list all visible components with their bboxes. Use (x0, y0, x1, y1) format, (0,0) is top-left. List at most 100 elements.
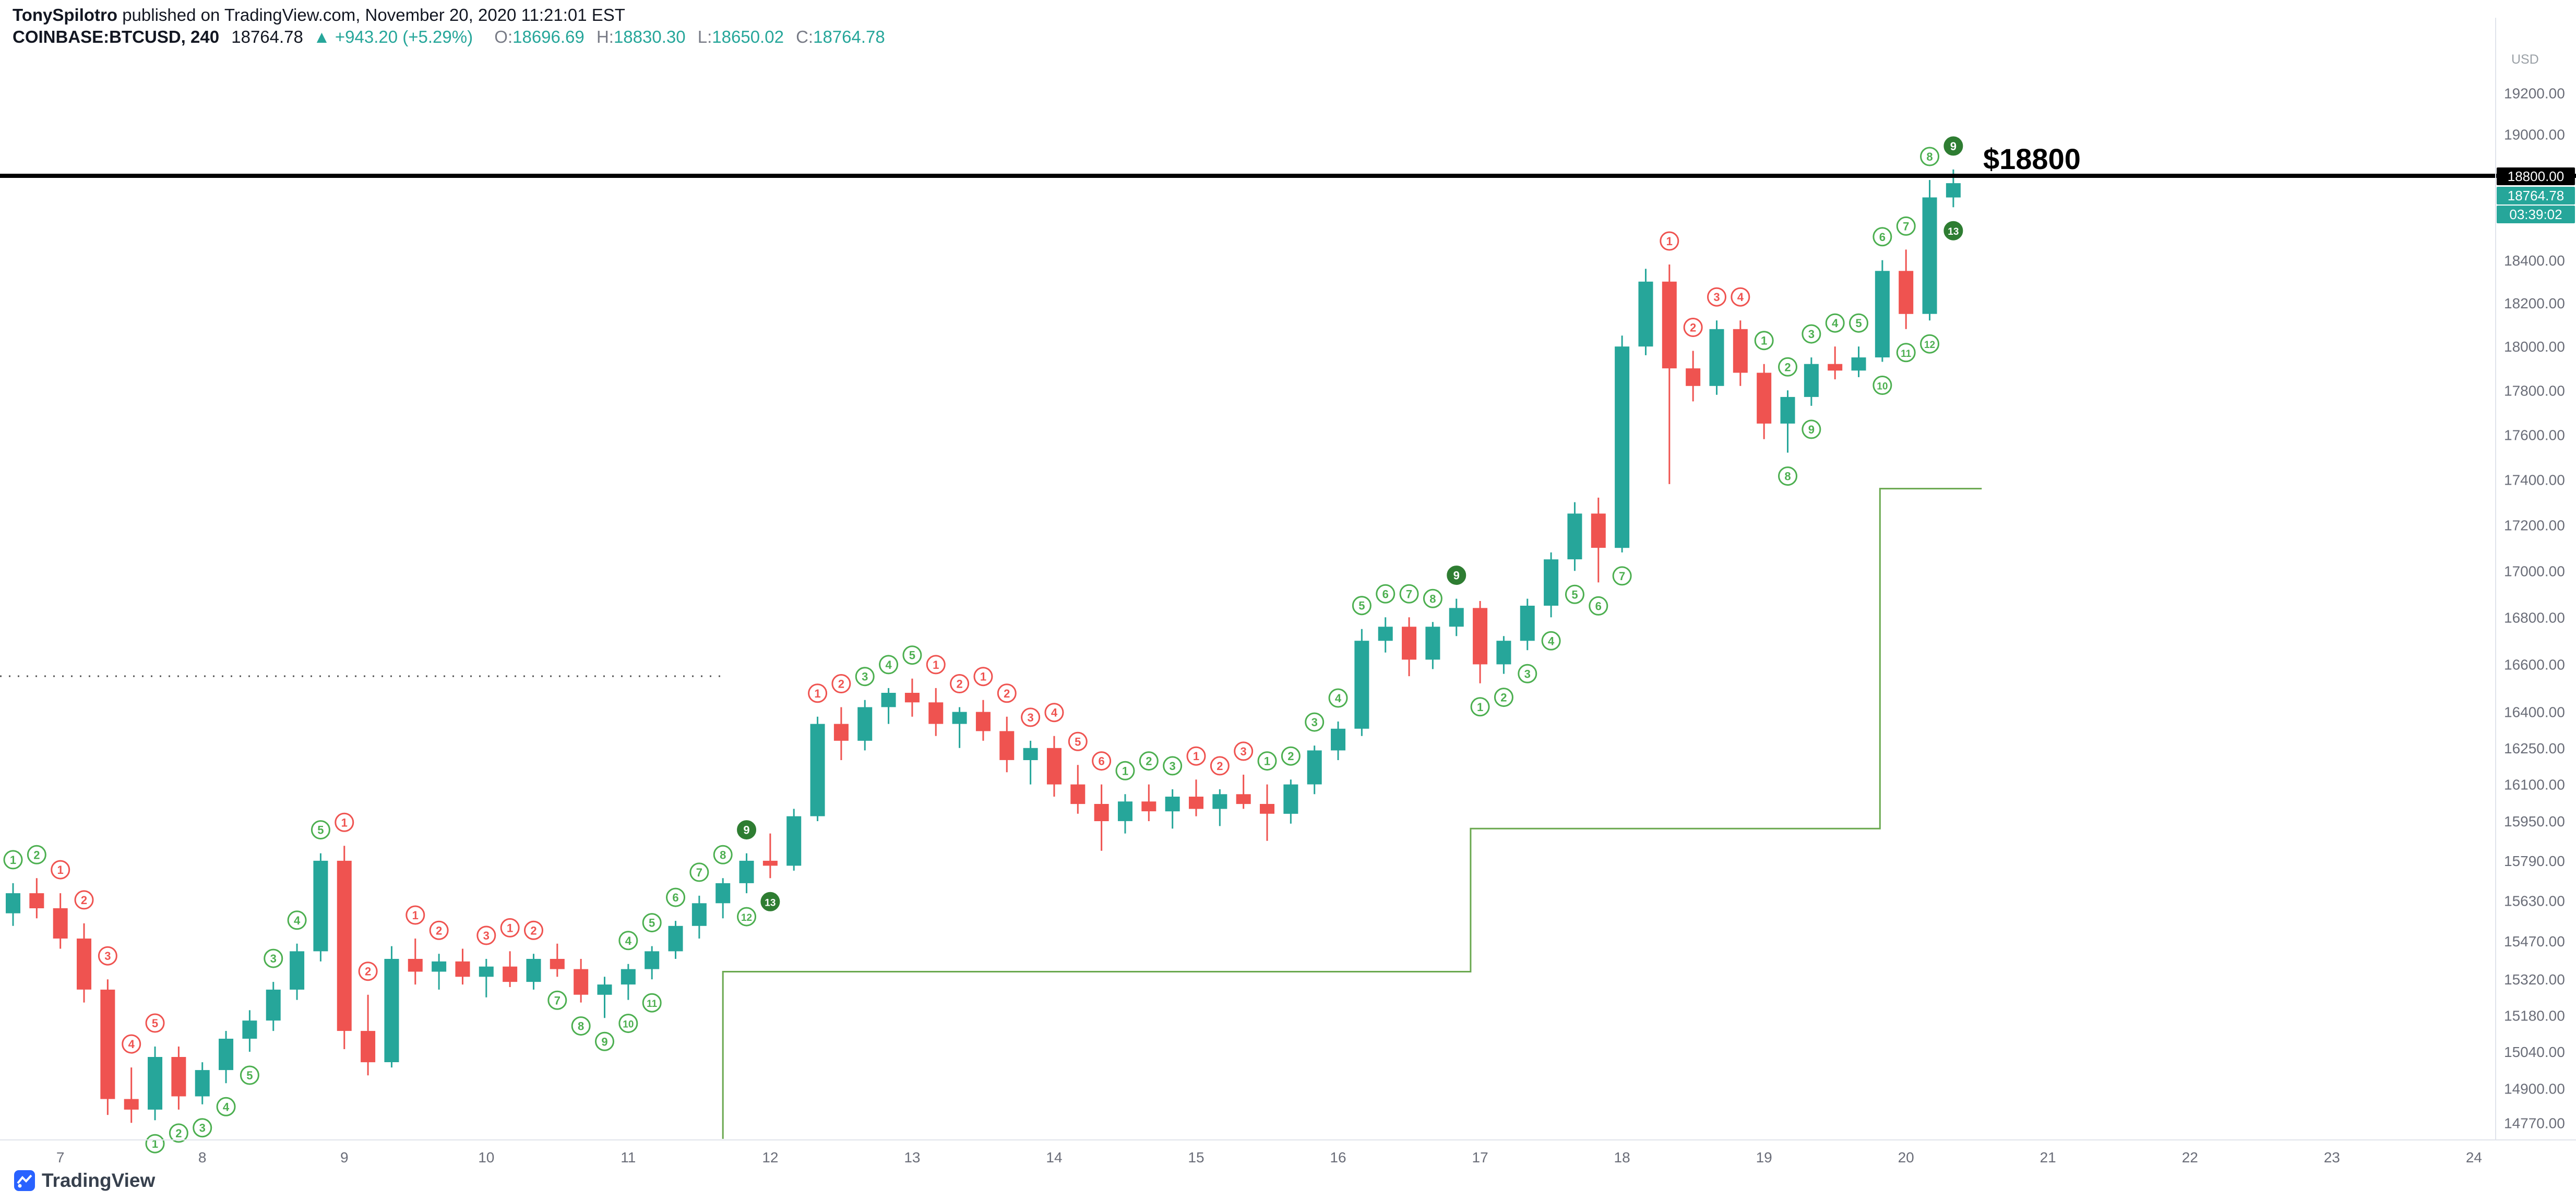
svg-text:16800.00: 16800.00 (2504, 609, 2565, 626)
svg-text:8: 8 (1926, 150, 1933, 163)
svg-text:4: 4 (625, 934, 632, 947)
svg-text:1: 1 (1761, 334, 1767, 347)
svg-text:9: 9 (340, 1149, 349, 1165)
svg-text:2: 2 (838, 678, 844, 691)
svg-text:12: 12 (741, 912, 752, 923)
svg-text:16: 16 (1330, 1149, 1346, 1165)
svg-text:15470.00: 15470.00 (2504, 933, 2565, 949)
svg-text:1: 1 (1666, 235, 1673, 248)
svg-text:18200.00: 18200.00 (2504, 295, 2565, 311)
svg-text:4: 4 (294, 914, 301, 927)
svg-text:15790.00: 15790.00 (2504, 853, 2565, 869)
svg-text:8: 8 (198, 1149, 207, 1165)
svg-text:1: 1 (814, 687, 820, 700)
td-stop-line (722, 488, 1982, 1139)
svg-text:9: 9 (1808, 423, 1815, 436)
svg-text:5: 5 (317, 824, 324, 837)
svg-text:13: 13 (904, 1149, 920, 1165)
svg-text:4: 4 (128, 1038, 135, 1051)
svg-text:14770.00: 14770.00 (2504, 1115, 2565, 1131)
svg-text:11: 11 (621, 1149, 636, 1165)
svg-text:5: 5 (909, 649, 915, 662)
svg-text:2: 2 (1500, 691, 1507, 704)
change-value: +943.20 (+5.29%) (335, 27, 473, 46)
svg-text:8: 8 (1429, 592, 1436, 605)
svg-text:3: 3 (1027, 711, 1033, 724)
svg-text:17200.00: 17200.00 (2504, 517, 2565, 533)
high-value: 18830.30 (613, 27, 686, 46)
currency-label[interactable]: USD (2511, 52, 2539, 67)
svg-text:2: 2 (436, 924, 442, 937)
svg-text:4: 4 (1548, 634, 1555, 647)
svg-text:19: 19 (1756, 1149, 1772, 1165)
svg-text:1: 1 (1264, 755, 1270, 768)
svg-text:17: 17 (1472, 1149, 1488, 1165)
svg-text:1: 1 (980, 670, 986, 683)
svg-text:2: 2 (1146, 755, 1152, 768)
svg-text:2: 2 (175, 1127, 182, 1140)
svg-text:22: 22 (2182, 1149, 2198, 1165)
svg-text:23: 23 (2324, 1149, 2340, 1165)
svg-text:8: 8 (720, 848, 726, 861)
svg-text:2: 2 (365, 965, 371, 978)
svg-text:14: 14 (1046, 1149, 1062, 1165)
author-name: TonySpilotro (13, 5, 118, 25)
svg-text:2: 2 (956, 678, 962, 691)
svg-text:4: 4 (1051, 706, 1058, 719)
symbol-header: COINBASE:BTCUSD, 240 18764.78 ▲ +943.20 … (13, 27, 885, 47)
svg-text:2: 2 (1690, 321, 1696, 334)
low-value: 18650.02 (712, 27, 784, 46)
svg-text:9: 9 (1950, 140, 1957, 153)
last-price: 18764.78 (231, 27, 303, 46)
up-arrow-icon: ▲ (313, 27, 330, 46)
svg-text:9: 9 (1453, 569, 1460, 582)
svg-text:9: 9 (743, 824, 749, 837)
svg-text:6: 6 (1879, 231, 1886, 244)
high-label: H: (596, 27, 614, 46)
svg-text:17400.00: 17400.00 (2504, 472, 2565, 488)
byline: TonySpilotro published on TradingView.co… (13, 5, 625, 25)
svg-text:18: 18 (1614, 1149, 1630, 1165)
svg-text:7: 7 (56, 1149, 65, 1165)
svg-text:2: 2 (81, 894, 87, 907)
svg-text:7: 7 (1903, 220, 1909, 233)
svg-text:17800.00: 17800.00 (2504, 382, 2565, 399)
candles[interactable] (6, 169, 1961, 1123)
low-label: L: (697, 27, 712, 46)
symbol-name[interactable]: COINBASE:BTCUSD, 240 (13, 27, 220, 46)
svg-text:1: 1 (1477, 701, 1483, 714)
svg-text:1: 1 (507, 921, 513, 934)
svg-text:9: 9 (601, 1035, 607, 1048)
tradingview-logo-text: TradingView (42, 1170, 156, 1191)
svg-text:2: 2 (1287, 750, 1294, 763)
svg-text:14900.00: 14900.00 (2504, 1080, 2565, 1097)
svg-text:11: 11 (647, 999, 658, 1009)
price-level-label[interactable]: $18800 (1983, 142, 2081, 175)
price-axis-labels[interactable]: 19200.00 19000.00 18400.00 18200.00 18000.00… (2504, 86, 2565, 1132)
svg-text:8: 8 (578, 1020, 584, 1033)
svg-text:15: 15 (1188, 1149, 1204, 1165)
open-value: 18696.69 (512, 27, 585, 46)
svg-text:18000.00: 18000.00 (2504, 339, 2565, 355)
svg-text:6: 6 (672, 891, 678, 904)
tradingview-logo[interactable]: TradingView (14, 1170, 155, 1192)
svg-text:3: 3 (483, 929, 490, 942)
svg-text:4: 4 (1832, 317, 1839, 330)
svg-text:15630.00: 15630.00 (2504, 893, 2565, 909)
svg-text:15180.00: 15180.00 (2504, 1007, 2565, 1024)
time-axis-labels[interactable]: 7 8 9 10 11 12 13 14 15 16 17 18 19 20 21 22 23 24 (56, 1149, 2482, 1165)
svg-text:17600.00: 17600.00 (2504, 427, 2565, 443)
svg-text:16400.00: 16400.00 (2504, 704, 2565, 720)
svg-text:3: 3 (862, 670, 868, 683)
svg-text:1: 1 (57, 863, 64, 876)
svg-text:16100.00: 16100.00 (2504, 777, 2565, 793)
svg-text:16600.00: 16600.00 (2504, 656, 2565, 672)
svg-text:1: 1 (152, 1137, 158, 1150)
svg-text:24: 24 (2466, 1149, 2482, 1165)
svg-text:6: 6 (1595, 599, 1602, 612)
svg-text:5: 5 (246, 1069, 253, 1082)
price-change: ▲ +943.20 (+5.29%) (313, 27, 473, 46)
